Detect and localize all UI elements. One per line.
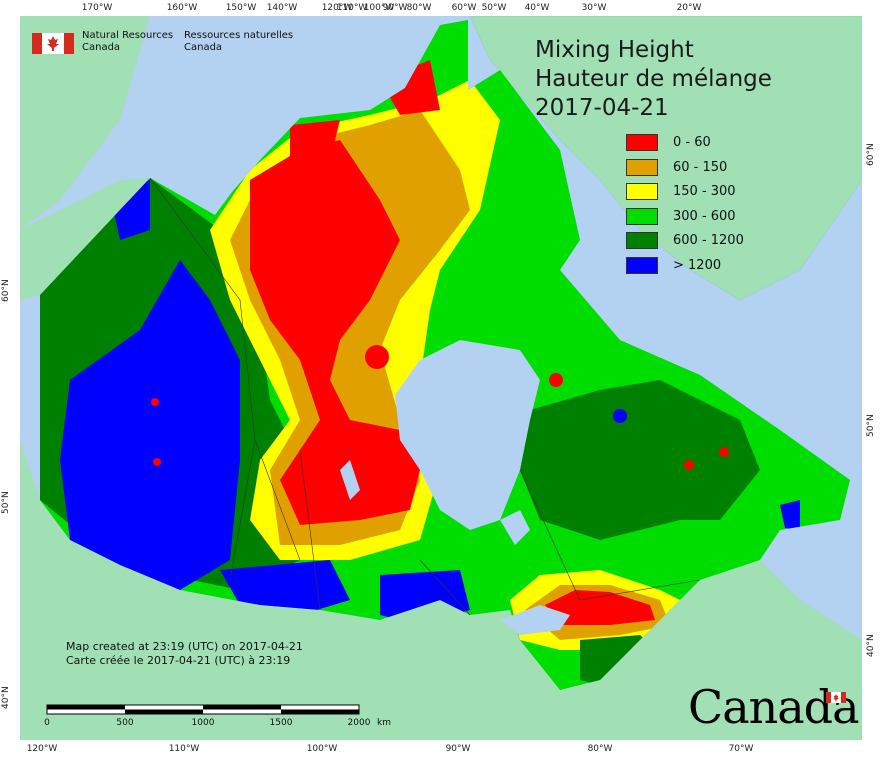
legend-swatch: [626, 207, 658, 225]
scale-unit: km: [377, 718, 391, 728]
legend-swatch: [626, 232, 658, 249]
title-fr: Hauteur de mélange: [535, 66, 772, 92]
tick-left-2: 40°N: [1, 686, 11, 709]
map-title: Mixing Height Hauteur de mélange 2017-04…: [535, 36, 772, 123]
james-bay: [500, 510, 530, 545]
hudson-bay: [395, 340, 540, 530]
created-fr: Carte créée le 2017-04-21 (UTC) à 23:19: [66, 654, 291, 667]
nrcan-fr: Ressources naturelles Canada: [184, 30, 293, 54]
nrcan-fr-line2: Canada: [184, 42, 223, 53]
canada-flag-icon: [32, 33, 74, 54]
tick-right-2: 40°N: [866, 634, 876, 657]
tick-top-11: 40°W: [524, 3, 550, 13]
tick-left-0: 60°N: [1, 279, 11, 302]
scale-label-3: 1500: [269, 718, 293, 728]
map-created-note: Map created at 23:19 (UTC) on 2017-04-21…: [66, 640, 303, 668]
tick-top-2: 150°W: [225, 3, 257, 13]
tick-bottom-2: 100°W: [306, 744, 338, 754]
tick-top-9: 60°W: [451, 3, 477, 13]
created-en: Map created at 23:19 (UTC) on 2017-04-21: [66, 640, 303, 653]
nrcan-en-line2: Canada: [82, 42, 121, 53]
tick-top-5: 110°W: [336, 3, 368, 13]
scale-label-0: 0: [44, 718, 50, 728]
title-en: Mixing Height: [535, 37, 694, 63]
legend-label: 150 - 300: [673, 184, 736, 199]
nrcan-fr-line1: Ressources naturelles: [184, 30, 294, 41]
scale-bar-graphic: [46, 704, 360, 715]
alaska-russia: [20, 16, 150, 230]
scale-label-4: 2000: [347, 718, 371, 728]
tick-bottom-0: 120°W: [26, 744, 58, 754]
alaska: [20, 178, 150, 300]
tick-top-12: 30°W: [581, 3, 607, 13]
tick-top-10: 50°W: [481, 3, 507, 13]
legend-label: > 1200: [673, 257, 722, 273]
tick-bottom-1: 110°W: [168, 744, 200, 754]
nrcan-en: Natural Resources Canada: [82, 30, 173, 54]
scale-label-1: 500: [116, 718, 134, 728]
legend-label: 300 - 600: [673, 208, 736, 224]
legend-swatch: [626, 256, 658, 274]
tick-right-0: 60°N: [866, 143, 876, 166]
legend-label: 60 - 150: [673, 159, 728, 175]
tick-bottom-3: 90°W: [445, 744, 471, 754]
great-lakes: [500, 605, 570, 635]
tick-top-7: 90°W: [382, 3, 408, 13]
tick-top-1: 160°W: [166, 3, 198, 13]
canada-wordmark: Canada: [688, 680, 860, 734]
title-date: 2017-04-21: [535, 95, 669, 121]
tick-top-0: 170°W: [81, 3, 113, 13]
nrcan-en-line1: Natural Resources: [82, 30, 174, 41]
legend-label: 600 - 1200: [673, 233, 744, 248]
tick-bottom-4: 80°W: [587, 744, 613, 754]
greenland: [469, 16, 862, 301]
legend-swatch: [626, 134, 658, 151]
province-boundaries: [149, 177, 701, 616]
usa: [20, 440, 862, 740]
tick-top-3: 140°W: [266, 3, 298, 13]
mixing-height-map: [20, 16, 862, 740]
wordmark-flag-icon: [826, 692, 846, 703]
legend-swatch: [626, 183, 658, 200]
tick-left-1: 50°N: [1, 491, 11, 514]
legend-label: 0 - 60: [673, 135, 711, 150]
tick-top-13: 20°W: [676, 3, 702, 13]
tick-top-6: 100°W: [363, 3, 395, 13]
scale-label-2: 1000: [191, 718, 215, 728]
scale-bar: 0 500 1000 1500 2000 km: [44, 702, 391, 728]
tick-bottom-5: 70°W: [728, 744, 754, 754]
tick-right-1: 50°N: [866, 414, 876, 437]
tick-top-4: 120°W: [321, 3, 353, 13]
lake-winnipeg: [340, 460, 360, 500]
tick-top-8: 80°W: [406, 3, 432, 13]
legend-swatch: [626, 158, 658, 176]
